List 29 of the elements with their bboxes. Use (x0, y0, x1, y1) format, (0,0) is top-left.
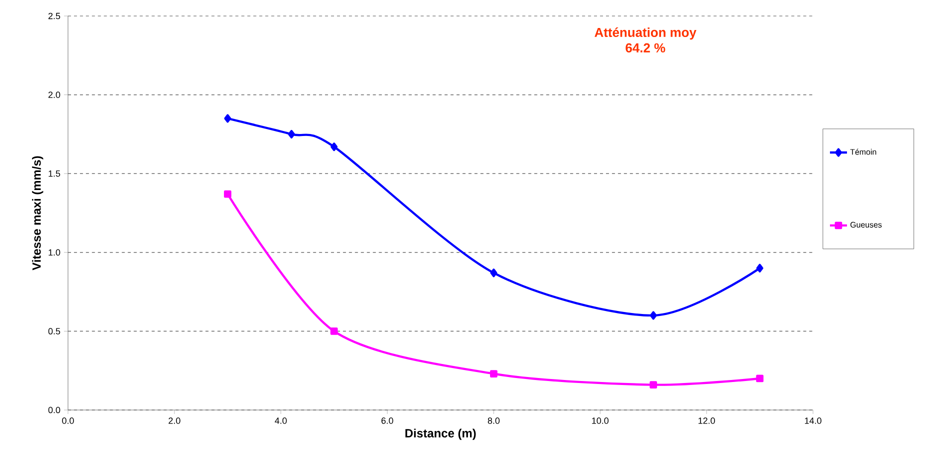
x-tick-label: 2.0 (168, 418, 180, 424)
point (288, 130, 295, 138)
point (650, 311, 657, 320)
annotation: Atténuation moy (594, 27, 696, 40)
point (330, 142, 338, 152)
y-tick-label: 1.0 (48, 249, 60, 256)
y-tick-label: 1.5 (48, 170, 60, 177)
x-tick-label: 6.0 (382, 418, 394, 424)
point (756, 264, 764, 272)
x-tick-label: 14.0 (804, 418, 822, 424)
point (490, 268, 498, 278)
x-axis-title: Distance (m) (405, 428, 476, 440)
x-tick-label: 0.0 (62, 418, 74, 424)
point (224, 190, 232, 198)
y-tick-label: 0.5 (48, 328, 60, 334)
point (756, 374, 764, 382)
x-tick-label: 10.0 (592, 418, 609, 424)
x-tick-label: 8.0 (488, 418, 500, 424)
point (650, 381, 658, 388)
y-tick-label: 2.0 (48, 92, 60, 98)
y-tick-label: 2.5 (48, 12, 60, 20)
x-tick-label: 4.0 (274, 418, 287, 424)
point (490, 370, 498, 378)
point (224, 114, 232, 123)
y-axis-title: Vitesse maxi (mm/s) (32, 156, 44, 270)
x-tick-label: 12.0 (698, 418, 715, 424)
point (330, 328, 338, 335)
y-tick-label: 0.0 (48, 406, 60, 414)
annotation: 64.2 % (626, 43, 666, 52)
